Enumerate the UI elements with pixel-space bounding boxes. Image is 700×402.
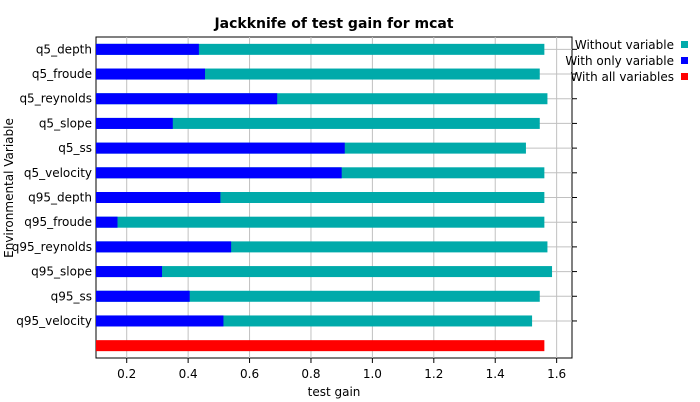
legend-swatch (681, 41, 688, 48)
legend-entry-label: Without variable (575, 38, 674, 52)
x-tick-label: 0.6 (240, 367, 259, 381)
category-label-q95_velocity: q95_velocity (16, 314, 92, 328)
bar-with-only-q5_froude (96, 68, 206, 80)
x-ticks: 0.2 0.4 0.6 0.8 1.0 1.2 1.4 1.6 (117, 358, 566, 381)
category-label-q95_reynolds: q95_reynolds (12, 240, 92, 254)
x-tick-label: 1.0 (363, 367, 382, 381)
category-label-q95_ss: q95_ss (51, 289, 92, 303)
bar-with-only-q5_slope (96, 117, 173, 129)
bar-with-only-q5_depth (96, 43, 199, 55)
bar-with-only-q95_slope (96, 266, 163, 278)
bar-with-only-q95_depth (96, 192, 221, 203)
chart-title: Jackknife of test gain for mcat (213, 16, 453, 32)
bar-with-only-q5_ss (96, 142, 345, 154)
category-label-q5_ss: q5_ss (58, 141, 92, 155)
bar-without-q5_reynolds (96, 93, 548, 105)
bar-with-only-q95_ss (96, 290, 190, 302)
x-tick-label: 0.2 (117, 367, 136, 381)
bar-with-all-variables (96, 340, 545, 352)
bar-with-only-q95_froude (96, 216, 118, 228)
category-label-q95_depth: q95_depth (28, 191, 92, 205)
x-tick-label: 1.6 (547, 367, 566, 381)
category-label-q5_froude: q5_froude (32, 67, 92, 81)
x-tick-label: 0.8 (301, 367, 320, 381)
legend-swatch (681, 73, 688, 80)
bar-with-only-q95_velocity (96, 315, 224, 327)
bars-group (96, 43, 553, 352)
bar-without-q95_froude (96, 216, 545, 228)
x-axis-label: test gain (308, 385, 361, 399)
bar-with-only-q95_reynolds (96, 241, 232, 253)
category-label-q95_froude: q95_froude (24, 215, 92, 229)
bar-without-q95_velocity (96, 315, 533, 327)
bar-without-q95_ss (96, 290, 540, 302)
category-label-q5_velocity: q5_velocity (24, 166, 92, 180)
bar-without-q5_slope (96, 117, 540, 129)
category-label-q95_slope: q95_slope (31, 265, 92, 279)
bar-without-q95_reynolds (96, 241, 548, 253)
x-tick-label: 0.4 (179, 367, 198, 381)
legend-entry-label: With all variables (570, 70, 674, 84)
legend-swatch (681, 57, 688, 64)
legend: Without variable With only variable With a… (565, 38, 688, 84)
category-label-q5_slope: q5_slope (39, 116, 92, 130)
category-labels: q5_depth q5_froude q5_reynolds q5_slope q5_s… (12, 42, 92, 328)
x-tick-label: 1.4 (486, 367, 505, 381)
category-label-q5_reynolds: q5_reynolds (19, 92, 92, 106)
bar-without-q5_froude (96, 68, 540, 80)
x-tick-label: 1.2 (424, 367, 443, 381)
bar-with-only-q5_reynolds (96, 93, 278, 105)
bar-with-only-q5_velocity (96, 167, 342, 179)
category-label-q5_depth: q5_depth (36, 42, 92, 56)
bar-without-q5_depth (96, 43, 545, 55)
y-axis-label: Environmental Variable (2, 118, 16, 258)
bar-without-q95_depth (96, 192, 545, 203)
bar-without-q95_slope (96, 266, 553, 278)
legend-entry-label: With only variable (565, 54, 674, 68)
